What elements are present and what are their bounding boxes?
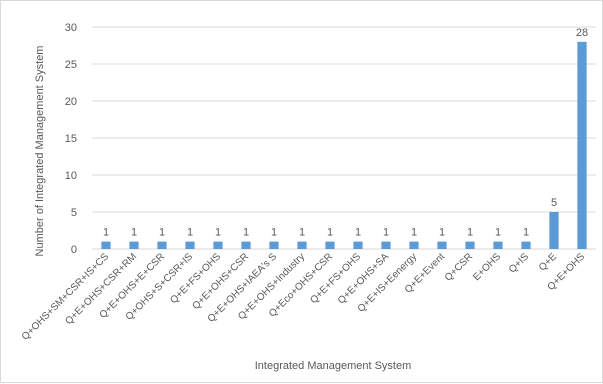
data-label: 1 [299,227,305,239]
y-axis-ticks: 0 5 10 15 20 25 30 [65,22,77,256]
data-label: 28 [576,27,588,39]
data-label: 1 [523,227,529,239]
bar [241,242,250,249]
bar [549,212,558,249]
data-label: 1 [411,227,417,239]
x-tick-label: Q+E [537,251,559,273]
bar [129,242,138,249]
data-label: 1 [495,227,501,239]
bar [213,242,222,249]
bar [101,242,110,249]
y-tick-label: 25 [65,59,77,71]
y-tick-label: 10 [65,170,77,182]
x-tick-label: E+OHS [471,251,503,283]
bar [157,242,166,249]
bar [269,242,278,249]
data-label: 1 [187,227,193,239]
x-tick-label: Q+IS [507,251,531,275]
bar [381,242,390,249]
data-label: 1 [103,227,109,239]
y-axis-title: Number of Integrated Management System [34,46,46,257]
bar [577,42,586,249]
data-label: 1 [215,227,221,239]
data-label: 1 [271,227,277,239]
data-label: 1 [439,227,445,239]
y-tick-label: 5 [71,207,77,219]
y-tick-label: 20 [65,96,77,108]
bar [493,242,502,249]
bar [465,242,474,249]
data-label: 5 [551,197,557,209]
x-axis-ticks: Q+OHS+SM+CSR+IS+CSQ+E+OHS+CSR+RMQ+E+OHS+… [20,251,588,343]
bar [521,242,530,249]
data-label: 1 [355,227,361,239]
data-labels: 1 1 1 1 1 1 1 1 1 1 1 1 1 1 1 1 5 28 [103,27,588,239]
gridlines [92,27,596,249]
y-tick-label: 0 [71,244,77,256]
bar [297,242,306,249]
bar [325,242,334,249]
data-label: 1 [243,227,249,239]
bar [409,242,418,249]
y-tick-label: 15 [65,133,77,145]
data-label: 1 [159,227,165,239]
y-tick-label: 30 [65,22,77,34]
data-label: 1 [383,227,389,239]
bar [353,242,362,249]
bars [101,42,586,249]
bar [185,242,194,249]
x-tick-label: Q+CSR [443,251,475,283]
data-label: 1 [467,227,473,239]
data-label: 1 [327,227,333,239]
bar [437,242,446,249]
x-axis-title: Integrated Management System [255,360,412,372]
data-label: 1 [131,227,137,239]
